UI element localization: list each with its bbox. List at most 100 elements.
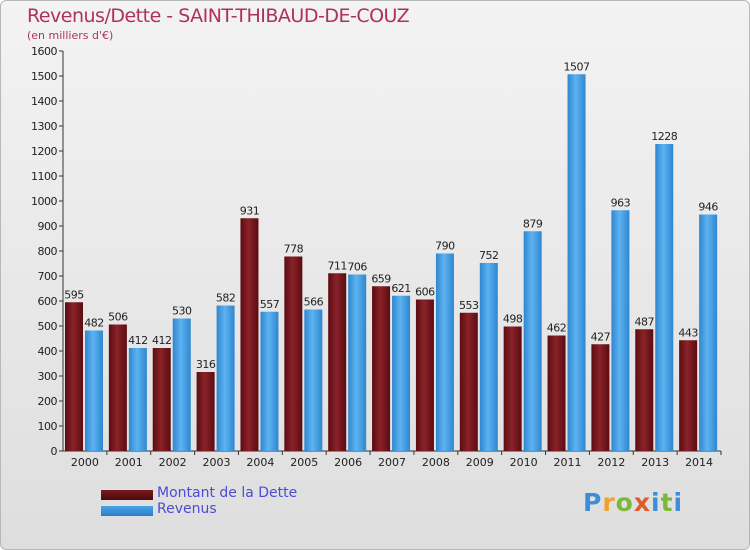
x-tick-label: 2008 xyxy=(422,456,450,469)
y-tick-label: 400 xyxy=(38,345,58,358)
chart-title: Revenus/Dette - SAINT-THIBAUD-DE-COUZ xyxy=(27,5,410,27)
y-tick-label: 800 xyxy=(38,245,58,258)
x-tick-label: 2009 xyxy=(466,456,494,469)
data-label-dette-2013: 487 xyxy=(635,315,655,328)
x-tick-label: 2002 xyxy=(159,456,187,469)
y-tick-label: 1100 xyxy=(31,170,57,183)
bar-dette-2005 xyxy=(284,256,303,451)
bar-revenus-2012 xyxy=(611,210,630,451)
y-tick-label: 900 xyxy=(38,220,58,233)
y-tick-label: 500 xyxy=(38,320,58,333)
data-label-dette-2012: 427 xyxy=(591,330,611,343)
data-label-revenus-2011: 1507 xyxy=(564,60,590,73)
x-tick-label: 2006 xyxy=(334,456,362,469)
bar-dette-2003 xyxy=(196,372,215,451)
data-label-dette-2008: 606 xyxy=(415,286,435,299)
bar-revenus-2002 xyxy=(172,318,191,451)
bar-revenus-2003 xyxy=(216,305,235,451)
bar-revenus-2001 xyxy=(128,348,147,451)
logo-letter: i xyxy=(651,488,661,517)
bar-dette-2002 xyxy=(152,348,171,451)
data-label-dette-2000: 595 xyxy=(64,288,84,301)
bar-dette-2000 xyxy=(65,302,83,451)
data-label-dette-2011: 462 xyxy=(547,322,567,335)
legend-swatch-dette xyxy=(101,490,153,500)
y-tick-label: 1000 xyxy=(31,195,57,208)
bar-revenus-2006 xyxy=(348,274,367,451)
y-tick-label: 1600 xyxy=(31,45,57,58)
y-tick-label: 1400 xyxy=(31,95,57,108)
data-label-revenus-2006: 706 xyxy=(347,261,367,274)
bar-revenus-2008 xyxy=(435,253,454,451)
bar-dette-2012 xyxy=(591,344,610,451)
y-tick-label: 1300 xyxy=(31,120,57,133)
bar-dette-2004 xyxy=(240,218,259,451)
y-tick-label: 300 xyxy=(38,370,58,383)
y-tick-label: 1500 xyxy=(31,70,57,83)
data-label-dette-2003: 316 xyxy=(196,358,216,371)
data-label-dette-2014: 443 xyxy=(678,326,698,339)
bar-revenus-2000 xyxy=(85,330,103,451)
bar-dette-2006 xyxy=(328,273,347,451)
data-label-revenus-2007: 621 xyxy=(391,282,411,295)
data-label-revenus-2000: 482 xyxy=(84,317,104,330)
logo-letter: x xyxy=(633,488,651,517)
x-tick-label: 2013 xyxy=(641,456,669,469)
x-tick-label: 2001 xyxy=(115,456,143,469)
chart-subtitle: (en milliers d'€) xyxy=(27,29,114,42)
data-label-revenus-2014: 946 xyxy=(698,201,718,214)
x-tick-label: 2005 xyxy=(290,456,318,469)
data-label-dette-2010: 498 xyxy=(503,313,523,326)
bar-revenus-2007 xyxy=(392,295,411,451)
bar-revenus-2014 xyxy=(699,214,718,451)
legend-swatch-revenus xyxy=(101,506,153,516)
legend-label-revenus: Revenus xyxy=(157,501,217,517)
bar-dette-2014 xyxy=(679,340,698,451)
logo-letter: o xyxy=(615,488,634,517)
bar-dette-2009 xyxy=(459,312,478,451)
bar-revenus-2009 xyxy=(479,263,498,451)
data-label-dette-2002: 412 xyxy=(152,334,172,347)
proxiti-logo: Proxiti xyxy=(583,488,683,517)
bar-dette-2011 xyxy=(547,335,566,451)
bar-dette-2013 xyxy=(635,329,654,451)
data-label-dette-2004: 931 xyxy=(240,204,260,217)
data-label-revenus-2001: 412 xyxy=(128,334,148,347)
logo-letter: r xyxy=(602,488,616,517)
bar-dette-2008 xyxy=(415,299,434,451)
data-label-dette-2006: 711 xyxy=(327,259,347,272)
data-label-revenus-2008: 790 xyxy=(435,240,455,253)
x-tick-label: 2012 xyxy=(597,456,625,469)
bar-dette-2001 xyxy=(108,324,127,451)
data-label-dette-2001: 506 xyxy=(108,311,128,324)
data-label-revenus-2012: 963 xyxy=(611,196,631,209)
data-label-revenus-2003: 582 xyxy=(216,292,236,305)
bar-revenus-2010 xyxy=(523,231,542,451)
data-label-revenus-2002: 530 xyxy=(172,305,192,318)
data-label-revenus-2013: 1228 xyxy=(651,130,677,143)
data-label-revenus-2004: 557 xyxy=(260,298,280,311)
x-tick-label: 2003 xyxy=(203,456,231,469)
x-tick-label: 2010 xyxy=(510,456,538,469)
bar-revenus-2011 xyxy=(567,74,586,451)
data-label-dette-2005: 778 xyxy=(284,243,304,256)
x-tick-label: 2011 xyxy=(553,456,581,469)
y-tick-label: 0 xyxy=(51,445,58,458)
bar-dette-2010 xyxy=(503,326,522,451)
data-label-dette-2009: 553 xyxy=(459,299,479,312)
data-label-revenus-2010: 879 xyxy=(523,217,543,230)
x-tick-label: 2007 xyxy=(378,456,406,469)
bar-revenus-2013 xyxy=(655,144,674,451)
logo-letter: i xyxy=(673,488,684,517)
y-tick-label: 100 xyxy=(38,420,58,433)
legend-label-dette: Montant de la Dette xyxy=(157,485,298,501)
data-label-dette-2007: 659 xyxy=(371,272,391,285)
logo-letter: P xyxy=(583,488,603,517)
y-tick-label: 1200 xyxy=(31,145,57,158)
y-tick-label: 700 xyxy=(38,270,58,283)
x-tick-label: 2000 xyxy=(71,456,99,469)
x-tick-label: 2004 xyxy=(246,456,274,469)
y-tick-label: 200 xyxy=(38,395,58,408)
